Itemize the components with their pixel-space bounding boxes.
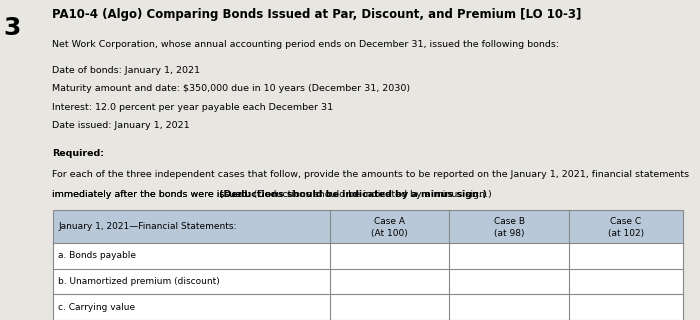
Text: b. Unamortized premium (discount): b. Unamortized premium (discount) bbox=[58, 277, 220, 286]
Bar bbox=[52, 294, 682, 320]
Text: January 1, 2021—Financial Statements:: January 1, 2021—Financial Statements: bbox=[58, 222, 237, 231]
Text: a. Bonds payable: a. Bonds payable bbox=[58, 252, 136, 260]
Text: immediately after the bonds were issued: (Deductions should be indicated by a mi: immediately after the bonds were issued:… bbox=[52, 190, 492, 199]
Text: (at 98): (at 98) bbox=[494, 228, 524, 238]
Bar bbox=[52, 243, 682, 269]
Text: Date of bonds: January 1, 2021: Date of bonds: January 1, 2021 bbox=[52, 66, 200, 75]
Text: immediately after the bonds were issued:: immediately after the bonds were issued: bbox=[52, 190, 254, 199]
Text: 3: 3 bbox=[4, 16, 21, 40]
Text: c. Carrying value: c. Carrying value bbox=[58, 303, 135, 312]
Text: For each of the three independent cases that follow, provide the amounts to be r: For each of the three independent cases … bbox=[52, 170, 690, 179]
Text: (at 102): (at 102) bbox=[608, 228, 644, 238]
Text: Case A: Case A bbox=[374, 217, 405, 226]
Text: Maturity amount and date: $350,000 due in 10 years (December 31, 2030): Maturity amount and date: $350,000 due i… bbox=[52, 84, 411, 93]
Text: Case B: Case B bbox=[494, 217, 525, 226]
Text: Interest: 12.0 percent per year payable each December 31: Interest: 12.0 percent per year payable … bbox=[52, 103, 334, 112]
Text: (Deductions should be indicated by a minus sign.): (Deductions should be indicated by a min… bbox=[219, 190, 487, 199]
Text: Date issued: January 1, 2021: Date issued: January 1, 2021 bbox=[52, 121, 190, 130]
Text: Net Work Corporation, whose annual accounting period ends on December 31, issued: Net Work Corporation, whose annual accou… bbox=[52, 40, 559, 49]
Text: PA10-4 (Algo) Comparing Bonds Issued at Par, Discount, and Premium [LO 10-3]: PA10-4 (Algo) Comparing Bonds Issued at … bbox=[52, 8, 582, 21]
Bar bbox=[52, 269, 682, 294]
Text: Required:: Required: bbox=[52, 149, 104, 158]
Text: Case C: Case C bbox=[610, 217, 641, 226]
Text: (At 100): (At 100) bbox=[371, 228, 408, 238]
